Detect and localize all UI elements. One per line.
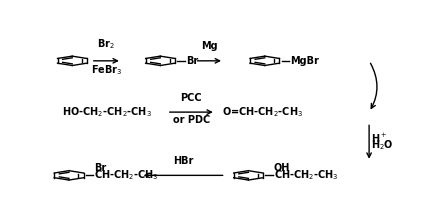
Text: FeBr$_3$: FeBr$_3$: [91, 63, 122, 77]
Text: PCC: PCC: [181, 93, 202, 103]
Text: H$_2$O: H$_2$O: [371, 139, 393, 152]
Text: HO-CH$_2$-CH$_2$-CH$_3$: HO-CH$_2$-CH$_2$-CH$_3$: [62, 105, 152, 119]
Text: OH: OH: [274, 163, 290, 173]
Text: CH-CH$_2$-CH$_3$: CH-CH$_2$-CH$_3$: [274, 168, 338, 182]
Text: Br: Br: [94, 163, 107, 173]
Text: MgBr: MgBr: [290, 56, 319, 66]
Text: CH-CH$_2$-CH$_3$: CH-CH$_2$-CH$_3$: [94, 168, 159, 182]
Text: O=CH-CH$_2$-CH$_3$: O=CH-CH$_2$-CH$_3$: [222, 105, 304, 119]
Text: H$^+$: H$^+$: [371, 132, 387, 145]
Text: HBr: HBr: [173, 156, 193, 166]
Text: Br$_2$: Br$_2$: [97, 38, 115, 52]
Text: or PDC: or PDC: [173, 115, 210, 125]
Text: Mg: Mg: [201, 42, 218, 52]
Text: Br: Br: [187, 56, 199, 66]
